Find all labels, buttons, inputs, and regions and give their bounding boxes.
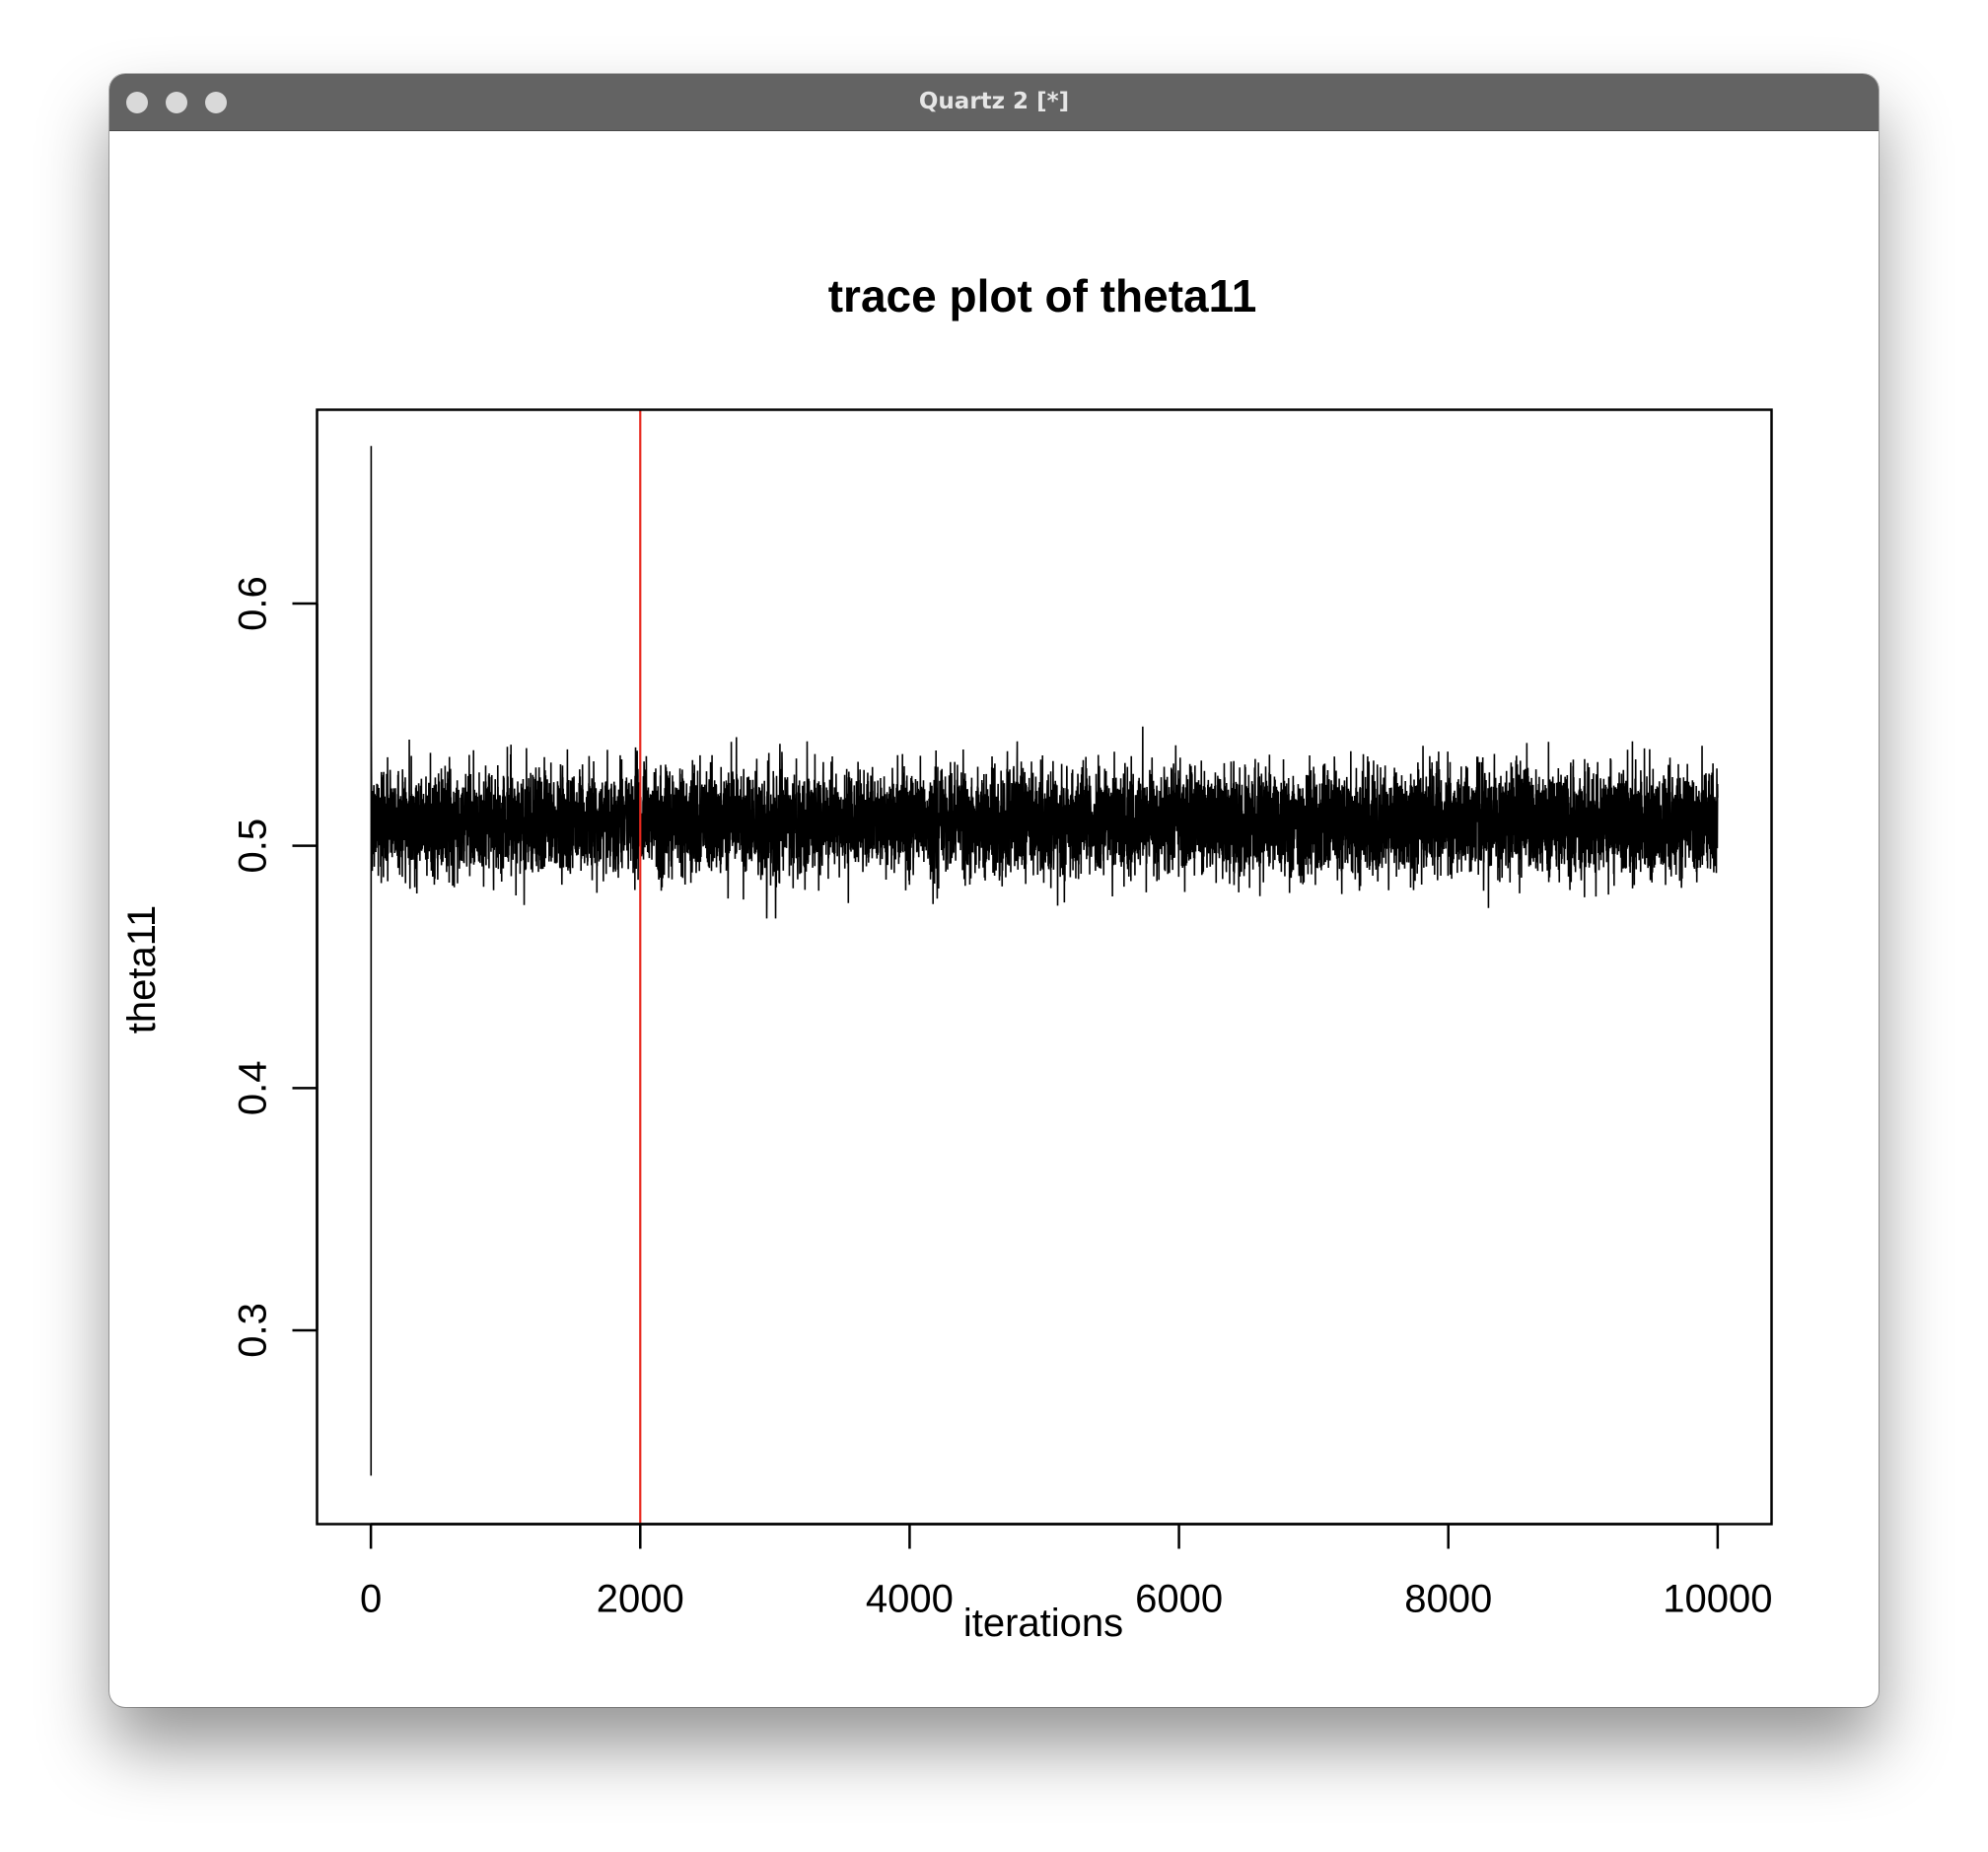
zoom-window-button[interactable] [205,92,227,113]
y-tick-label: 0.6 [232,576,275,631]
plot-window: Quartz 2 [*] trace plot of theta11 0 2000… [109,74,1879,1707]
x-tick-label: 6000 [1135,1578,1223,1621]
minimize-window-button[interactable] [166,92,187,113]
y-axis-label: theta11 [120,905,164,1034]
trace-line [370,446,1719,1476]
x-tick-label: 2000 [597,1578,684,1621]
x-tick-label: 8000 [1404,1578,1492,1621]
chart-title: trace plot of theta11 [828,270,1257,321]
y-axis: 0.3 0.4 0.5 0.6 [232,576,319,1358]
trace-series [370,446,1719,1476]
x-tick-label: 10000 [1663,1578,1772,1621]
window-title: Quartz 2 [*] [918,89,1070,114]
x-axis: 0 2000 4000 6000 8000 10000 [360,1523,1772,1621]
x-tick-label: 0 [360,1578,382,1621]
y-tick-label: 0.4 [232,1061,275,1116]
y-tick-label: 0.5 [232,819,275,874]
close-window-button[interactable] [126,92,148,113]
trace-plot-chart: trace plot of theta11 0 2000 4000 6000 8000 1… [120,270,1773,1645]
x-tick-label: 4000 [866,1578,954,1621]
window-titlebar[interactable]: Quartz 2 [*] [109,74,1879,131]
plot-frame [316,408,1773,1526]
x-axis-label: iterations [963,1602,1123,1645]
y-tick-label: 0.3 [232,1303,275,1358]
plot-canvas: trace plot of theta11 0 2000 4000 6000 8000 1… [109,131,1879,1707]
